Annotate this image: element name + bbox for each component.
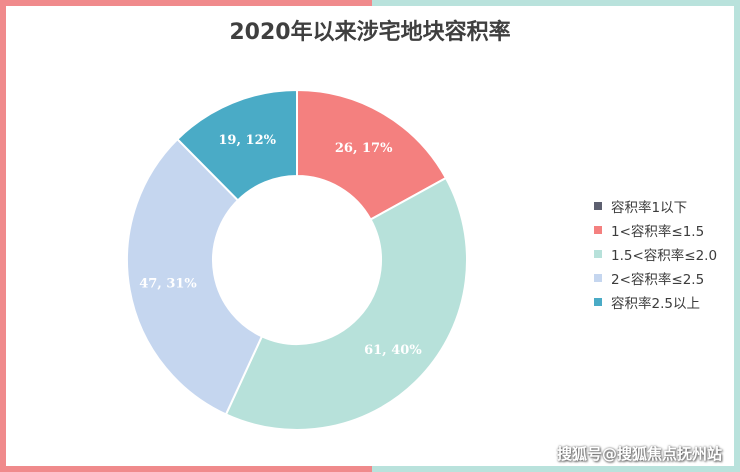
legend-label-4: 容积率2.5以上 — [611, 296, 700, 312]
slice-label-4: 19, 12% — [218, 133, 276, 148]
legend-label-3: 2<容积率≤2.5 — [611, 272, 705, 288]
legend-label-0: 容积率1以下 — [611, 200, 688, 216]
slice-label-1: 26, 17% — [335, 141, 393, 156]
slice-label-3: 47, 31% — [139, 277, 197, 292]
legend-swatch-0 — [594, 202, 602, 210]
chart-title: 2020年以来涉宅地块容积率 — [229, 20, 511, 45]
legend-item-3: 2<容积率≤2.5 — [594, 266, 717, 290]
legend-swatch-2 — [594, 250, 602, 258]
donut-slice-1 — [296, 88, 448, 221]
watermark: 搜狐号@搜狐焦点抚州站 — [556, 445, 722, 463]
donut-slice-3 — [126, 137, 264, 416]
legend-item-4: 容积率2.5以上 — [594, 290, 717, 314]
legend-swatch-4 — [594, 298, 602, 306]
frame-border-bottom-right — [372, 466, 740, 472]
donut-slice-2 — [224, 176, 468, 431]
frame-border-top-left — [0, 0, 372, 6]
frame-border-top-right — [372, 0, 740, 6]
frame-border-right — [734, 0, 740, 472]
legend-swatch-3 — [594, 274, 602, 282]
legend-label-1: 1<容积率≤1.5 — [611, 224, 705, 240]
slice-label-2: 61, 40% — [364, 343, 422, 358]
chart-legend: 容积率1以下 1<容积率≤1.5 1.5<容积率≤2.0 2<容积率≤2.5 容积率2.… — [594, 194, 717, 314]
donut-slice-4 — [175, 88, 298, 202]
legend-item-2: 1.5<容积率≤2.0 — [594, 242, 717, 266]
legend-item-0: 容积率1以下 — [594, 194, 717, 218]
frame-border-bottom-left — [0, 466, 372, 472]
legend-item-1: 1<容积率≤1.5 — [594, 218, 717, 242]
legend-swatch-1 — [594, 226, 602, 234]
frame-border-left — [0, 0, 6, 472]
legend-label-2: 1.5<容积率≤2.0 — [611, 248, 718, 264]
